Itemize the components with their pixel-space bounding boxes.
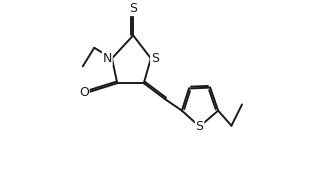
- Text: N: N: [103, 52, 112, 65]
- Text: S: S: [195, 120, 203, 133]
- Text: S: S: [129, 2, 137, 15]
- Text: S: S: [151, 52, 159, 65]
- Text: O: O: [79, 85, 89, 99]
